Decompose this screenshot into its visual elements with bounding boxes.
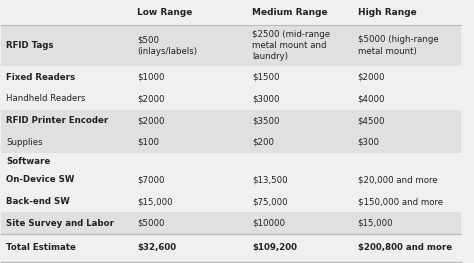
Text: $109,200: $109,200	[252, 243, 297, 252]
Text: RFID Tags: RFID Tags	[6, 41, 54, 50]
Text: $3500: $3500	[252, 116, 280, 125]
FancyBboxPatch shape	[1, 153, 461, 169]
FancyBboxPatch shape	[1, 88, 461, 110]
FancyBboxPatch shape	[1, 234, 461, 262]
Text: $200,800 and more: $200,800 and more	[358, 243, 452, 252]
Text: Site Survey and Labor: Site Survey and Labor	[6, 219, 114, 228]
Text: $200: $200	[252, 138, 274, 147]
Text: $5000 (high-range
metal mount): $5000 (high-range metal mount)	[358, 36, 438, 55]
Text: Back-end SW: Back-end SW	[6, 197, 70, 206]
Text: $4000: $4000	[358, 94, 385, 103]
FancyBboxPatch shape	[1, 169, 461, 191]
FancyBboxPatch shape	[1, 67, 461, 88]
Text: On-Device SW: On-Device SW	[6, 175, 74, 184]
Text: $4500: $4500	[358, 116, 385, 125]
Text: $3000: $3000	[252, 94, 280, 103]
Text: Low Range: Low Range	[137, 8, 192, 17]
FancyBboxPatch shape	[1, 191, 461, 213]
Text: $2000: $2000	[358, 73, 385, 82]
Text: $2000: $2000	[137, 94, 164, 103]
Text: $150,000 and more: $150,000 and more	[358, 197, 443, 206]
Text: RFID Printer Encoder: RFID Printer Encoder	[6, 116, 108, 125]
Text: Medium Range: Medium Range	[252, 8, 328, 17]
FancyBboxPatch shape	[1, 132, 461, 153]
Text: Total Estimate: Total Estimate	[6, 243, 76, 252]
Text: $300: $300	[358, 138, 380, 147]
Text: Software: Software	[6, 157, 50, 166]
Text: $10000: $10000	[252, 219, 285, 228]
Text: $1000: $1000	[137, 73, 164, 82]
Text: $100: $100	[137, 138, 159, 147]
Text: Supplies: Supplies	[6, 138, 43, 147]
Text: $75,000: $75,000	[252, 197, 288, 206]
Text: $500
(inlays/labels): $500 (inlays/labels)	[137, 36, 197, 55]
Text: $2000: $2000	[137, 116, 164, 125]
Text: Handheld Readers: Handheld Readers	[6, 94, 85, 103]
Text: $5000: $5000	[137, 219, 164, 228]
Text: $20,000 and more: $20,000 and more	[358, 175, 438, 184]
Text: $2500 (mid-range
metal mount and
laundry): $2500 (mid-range metal mount and laundry…	[252, 30, 330, 61]
Text: $7000: $7000	[137, 175, 164, 184]
Text: $15,000: $15,000	[358, 219, 393, 228]
Text: High Range: High Range	[358, 8, 417, 17]
Text: Fixed Readers: Fixed Readers	[6, 73, 75, 82]
FancyBboxPatch shape	[1, 1, 461, 24]
FancyBboxPatch shape	[1, 110, 461, 132]
Text: $32,600: $32,600	[137, 243, 176, 252]
FancyBboxPatch shape	[1, 24, 461, 67]
Text: $13,500: $13,500	[252, 175, 288, 184]
Text: $15,000: $15,000	[137, 197, 173, 206]
Text: $1500: $1500	[252, 73, 280, 82]
FancyBboxPatch shape	[1, 213, 461, 234]
